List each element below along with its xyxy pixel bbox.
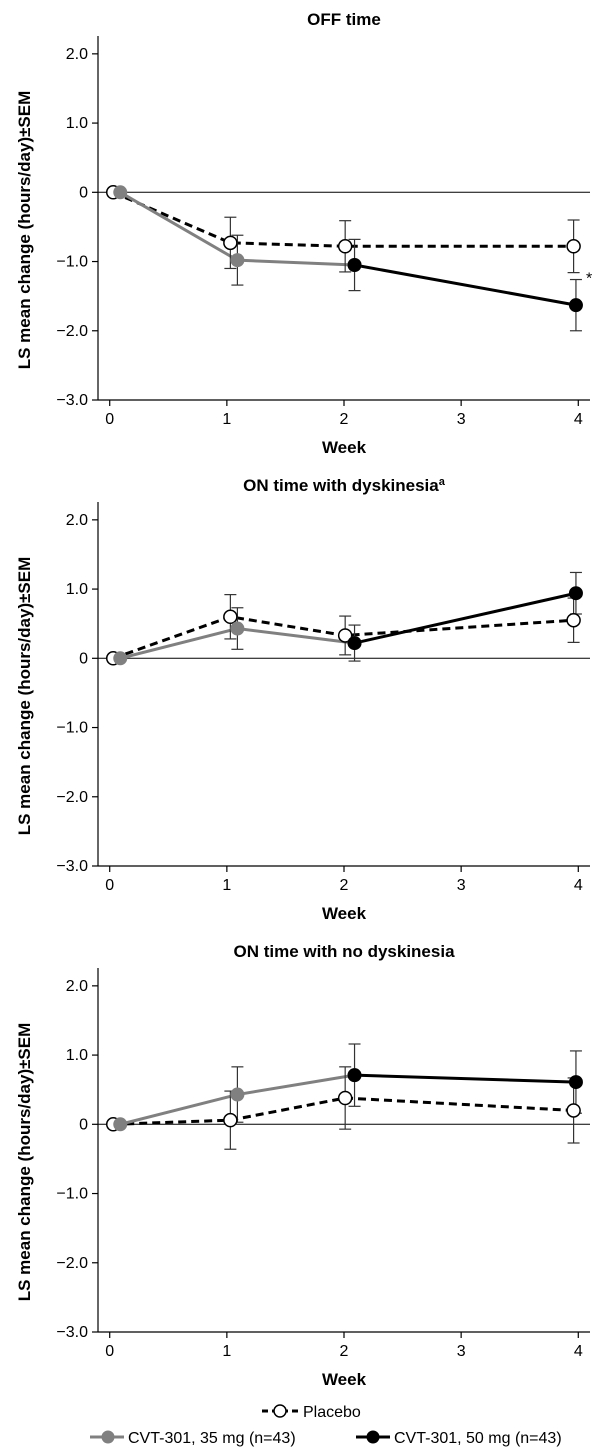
y-tick-label: −2.0 bbox=[56, 323, 88, 340]
chart-title: ON time with no dyskinesia bbox=[233, 942, 455, 961]
x-tick-label: 2 bbox=[340, 411, 349, 428]
data-point bbox=[568, 586, 583, 601]
data-point bbox=[337, 239, 353, 254]
data-point bbox=[566, 612, 581, 628]
y-tick-label: 1.0 bbox=[66, 581, 88, 598]
x-tick-label: 0 bbox=[105, 1343, 114, 1360]
data-point bbox=[113, 1117, 128, 1132]
y-tick-label: −3.0 bbox=[56, 1324, 88, 1341]
panel-off-time: OFF time 2.0 1.0 0 −1.0 −2.0 −3.0 0 1 2 3 4 Week LS m… bbox=[0, 0, 600, 466]
y-tick-label: 0 bbox=[79, 1116, 88, 1133]
y-tick-label: −1.0 bbox=[56, 1186, 88, 1203]
x-tick-label: 3 bbox=[457, 1343, 466, 1360]
chart-title: ON time with dyskinesiaa bbox=[243, 476, 446, 495]
x-tick-label: 1 bbox=[222, 411, 231, 428]
series-line-0 bbox=[113, 1096, 574, 1126]
panel-on-time-dyskinesia: ON time with dyskinesiaa 2.0 1.0 0 −1.0 −2.0 −… bbox=[0, 466, 600, 932]
series-line-0 bbox=[112, 190, 574, 248]
data-point bbox=[223, 235, 238, 251]
data-point bbox=[223, 609, 238, 625]
legend-svg: Placebo CVT-301, 35 mg (n=43) CVT-301, 5… bbox=[90, 1404, 562, 1447]
series-line-2 bbox=[354, 1073, 576, 1084]
series-line-0 bbox=[112, 615, 574, 660]
legend-label-placebo: Placebo bbox=[303, 1404, 361, 1421]
y-tick-label: 1.0 bbox=[66, 115, 88, 132]
chart-title: OFF time bbox=[307, 10, 381, 29]
legend-swatch-cvt35-marker bbox=[101, 1430, 115, 1444]
legend-item-cvt35: CVT-301, 35 mg (n=43) bbox=[90, 1430, 296, 1447]
x-tick-label: 4 bbox=[574, 877, 583, 894]
chart-on-time-dyskinesia: ON time with dyskinesiaa 2.0 1.0 0 −1.0 −2.0 −… bbox=[15, 476, 590, 923]
y-tick-label: 0 bbox=[79, 650, 88, 667]
x-tick-label: 1 bbox=[222, 877, 231, 894]
x-axis-label: Week bbox=[322, 904, 367, 923]
x-axis-label: Week bbox=[322, 1370, 367, 1389]
data-point bbox=[223, 1112, 238, 1128]
y-tick-label: −2.0 bbox=[56, 1255, 88, 1272]
y-tick-label: −1.0 bbox=[56, 720, 88, 737]
data-point bbox=[566, 1103, 581, 1118]
chart-off-time: OFF time 2.0 1.0 0 −1.0 −2.0 −3.0 0 1 2 3 4 Week LS m… bbox=[15, 10, 592, 457]
x-tick-label: 4 bbox=[574, 1343, 583, 1360]
legend-label-cvt35: CVT-301, 35 mg (n=43) bbox=[128, 1430, 296, 1447]
significance-annotation: * bbox=[586, 271, 592, 288]
x-tick-label: 4 bbox=[574, 411, 583, 428]
series-line-2 bbox=[354, 263, 577, 307]
data-point bbox=[568, 1075, 583, 1090]
chart-title-superscript: a bbox=[439, 476, 446, 488]
y-tick-label: −3.0 bbox=[56, 392, 88, 409]
y-axis-label: LS mean change (hours/day)±SEM bbox=[15, 1023, 34, 1302]
data-point bbox=[230, 1087, 245, 1102]
x-tick-label: 0 bbox=[105, 411, 114, 428]
data-point bbox=[347, 258, 362, 272]
x-tick-label: 2 bbox=[340, 1343, 349, 1360]
data-point bbox=[337, 1090, 353, 1106]
legend-swatch-placebo-marker bbox=[273, 1404, 287, 1418]
data-point bbox=[347, 636, 362, 651]
x-tick-label: 3 bbox=[457, 411, 466, 428]
x-tick-label: 2 bbox=[340, 877, 349, 894]
legend: Placebo CVT-301, 35 mg (n=43) CVT-301, 5… bbox=[0, 1398, 600, 1448]
legend-swatch-cvt50-marker bbox=[366, 1430, 380, 1444]
y-tick-label: 0 bbox=[79, 184, 88, 201]
data-point bbox=[230, 621, 245, 636]
y-tick-label: −1.0 bbox=[56, 254, 88, 271]
data-point bbox=[337, 628, 353, 643]
chart-on-time-no-dyskinesia: ON time with no dyskinesia 2.0 1.0 0 −1.0 −2.… bbox=[15, 942, 590, 1389]
y-axis-label: LS mean change (hours/day)±SEM bbox=[15, 557, 34, 836]
y-axis-label: LS mean change (hours/day)±SEM bbox=[15, 91, 34, 370]
y-tick-label: −2.0 bbox=[56, 789, 88, 806]
y-tick-label: 2.0 bbox=[66, 46, 88, 63]
y-tick-label: 2.0 bbox=[66, 512, 88, 529]
data-point bbox=[347, 1068, 362, 1083]
panel-on-time-no-dyskinesia: ON time with no dyskinesia 2.0 1.0 0 −1.0 −2.… bbox=[0, 932, 600, 1398]
x-tick-label: 1 bbox=[222, 1343, 231, 1360]
legend-label-cvt50: CVT-301, 50 mg (n=43) bbox=[394, 1430, 562, 1447]
legend-item-placebo: Placebo bbox=[262, 1404, 361, 1421]
y-tick-label: 2.0 bbox=[66, 978, 88, 995]
data-point bbox=[113, 185, 128, 200]
x-tick-label: 3 bbox=[457, 877, 466, 894]
data-point bbox=[568, 298, 583, 313]
data-point bbox=[566, 239, 581, 254]
y-tick-label: 1.0 bbox=[66, 1047, 88, 1064]
x-axis-label: Week bbox=[322, 438, 367, 457]
x-tick-label: 0 bbox=[105, 877, 114, 894]
data-point bbox=[230, 253, 245, 268]
legend-item-cvt50: CVT-301, 50 mg (n=43) bbox=[356, 1430, 562, 1447]
data-point bbox=[113, 651, 128, 666]
series-line-2 bbox=[354, 591, 577, 645]
y-tick-label: −3.0 bbox=[56, 858, 88, 875]
